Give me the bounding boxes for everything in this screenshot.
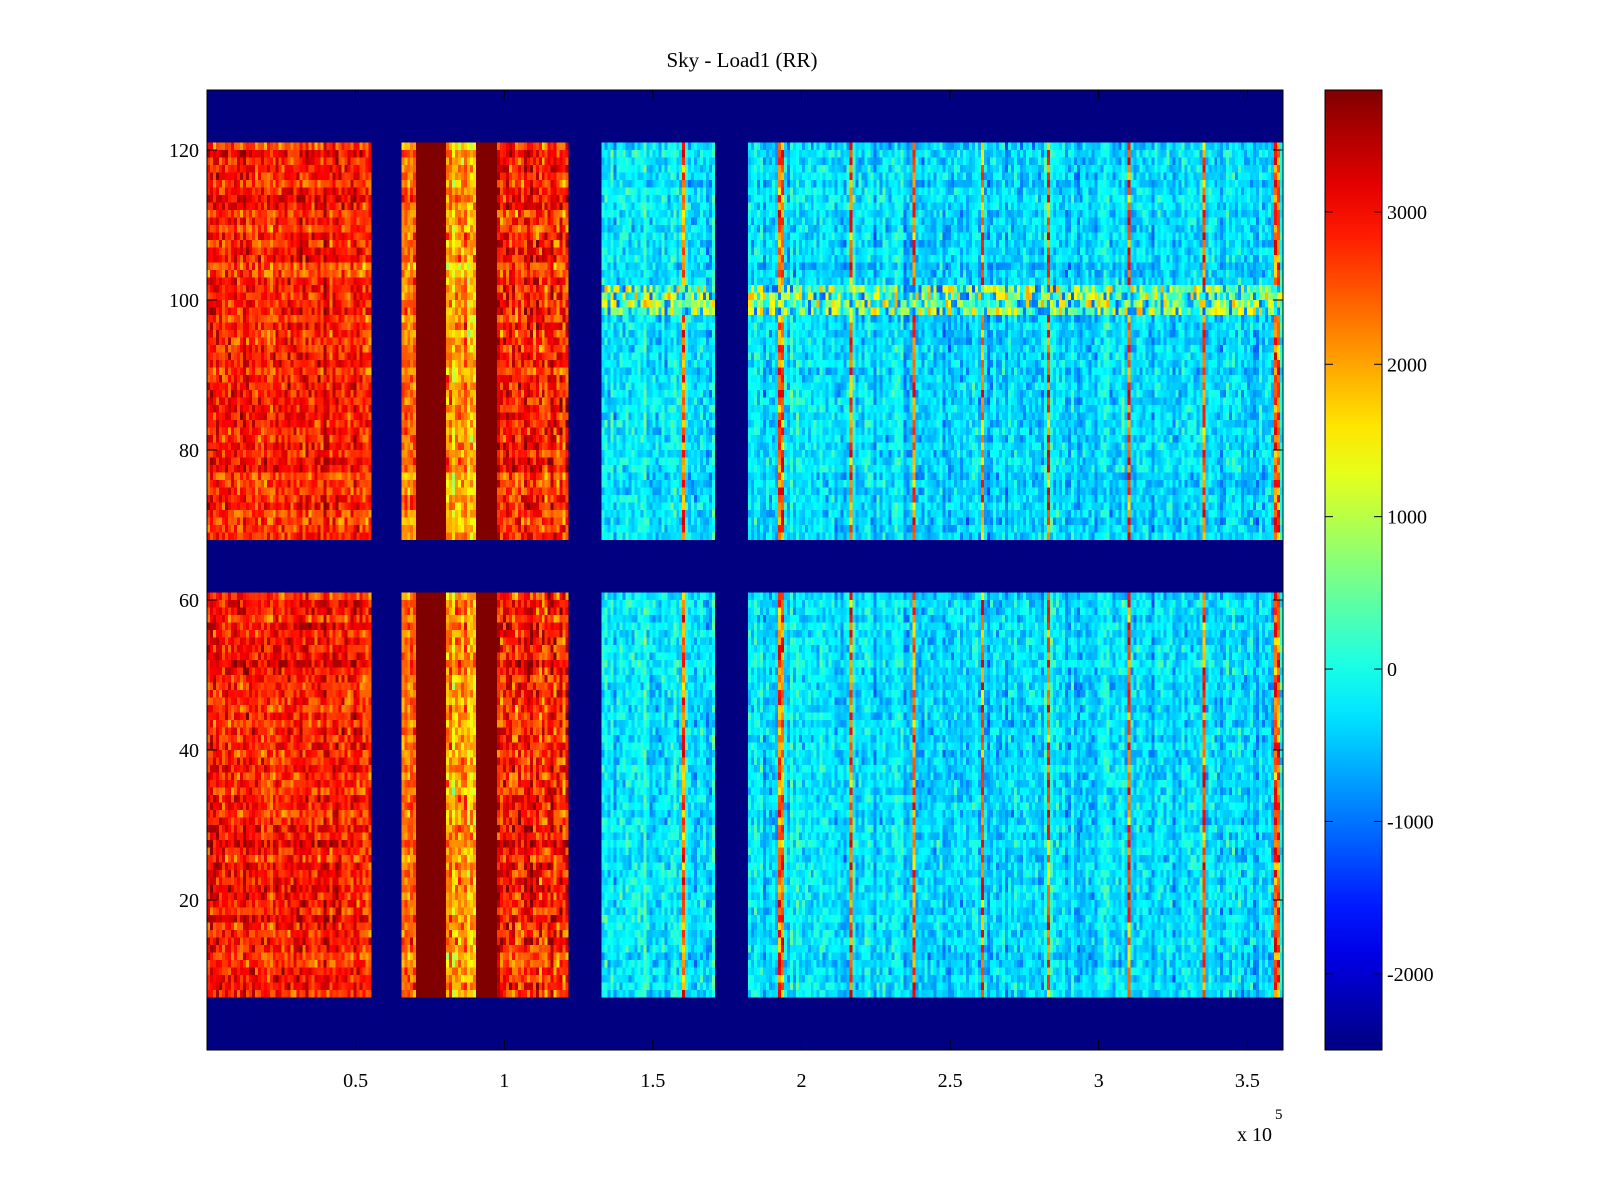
colorbar-tick-label: -1000 — [1387, 811, 1434, 833]
y-tick-label: 40 — [179, 740, 199, 762]
plot-area — [206, 89, 1284, 1051]
x-axis-ticks: 0.5 1 1.5 2 2.5 3 3.5 — [343, 90, 1260, 1092]
x-exponent-power: 5 — [1275, 1107, 1283, 1123]
y-tick-label: 20 — [179, 890, 199, 912]
x-tick-label: 1 — [499, 1070, 509, 1092]
x-tick-label: 1.5 — [640, 1070, 665, 1092]
colorbar: -2000 -1000 0 1000 2000 3000 — [1324, 89, 1434, 1051]
x-tick-label: 0.5 — [343, 1070, 368, 1092]
colorbar-tick-label: -2000 — [1387, 964, 1434, 986]
chart-title: Sky - Load1 (RR) — [666, 48, 817, 72]
plot-frame — [206, 89, 1284, 1051]
x-exponent-label: x 10 — [1237, 1124, 1272, 1146]
colorbar-ticks: -2000 -1000 0 1000 2000 3000 — [1325, 202, 1434, 986]
x-tick-label: 2.5 — [938, 1070, 963, 1092]
y-axis-ticks: 20 40 60 80 100 120 — [169, 140, 1283, 912]
x-tick-label: 2 — [796, 1070, 806, 1092]
x-exponent-base: x 10 — [1237, 1124, 1272, 1146]
colorbar-tick-label: 0 — [1387, 659, 1397, 681]
y-tick-label: 60 — [179, 590, 199, 612]
y-tick-label: 80 — [179, 440, 199, 462]
colorbar-tick-label: 2000 — [1387, 354, 1427, 376]
x-tick-label: 3 — [1094, 1070, 1104, 1092]
colorbar-tick-label: 1000 — [1387, 507, 1427, 529]
y-tick-label: 100 — [169, 290, 199, 312]
colorbar-tick-label: 3000 — [1387, 202, 1427, 224]
y-tick-label: 120 — [169, 140, 199, 162]
heatmap-image — [207, 90, 1283, 1050]
colorbar-gradient — [1324, 89, 1383, 1051]
x-tick-label: 3.5 — [1235, 1070, 1260, 1092]
